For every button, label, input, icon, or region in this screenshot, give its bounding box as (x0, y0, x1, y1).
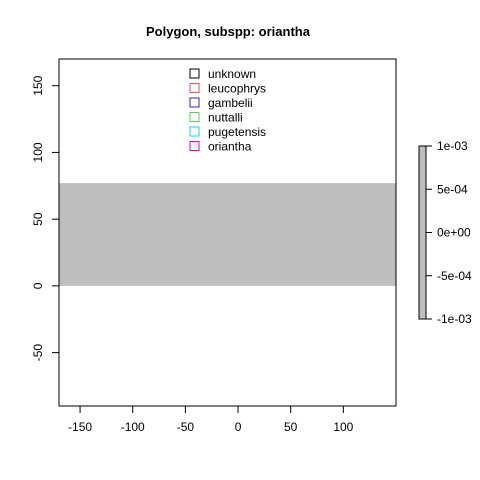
legend-swatch (189, 68, 200, 79)
legend-item-label: nuttalli (208, 111, 243, 125)
x-tick-label: -50 (177, 420, 195, 434)
colorbar-tick-label: 0e+00 (437, 226, 471, 240)
legend-swatch (189, 126, 200, 137)
legend-item-label: pugetensis (208, 125, 266, 139)
axes: -150 -100 -50 0 50 100 -50 0 50 100 150 (31, 58, 397, 434)
legend-item-label: oriantha (208, 140, 252, 154)
legend-item-label: leucophrys (208, 82, 266, 96)
colorbar: 1e-03 5e-04 0e+00 -5e-04 -1e-03 (418, 139, 472, 326)
y-tick-label: 50 (31, 212, 45, 226)
y-tick-label: 100 (31, 142, 45, 162)
legend-item-label: gambelii (208, 96, 253, 110)
plot-area (59, 183, 396, 286)
x-tick-label: -100 (121, 420, 145, 434)
legend-swatch (189, 83, 200, 93)
legend-swatch (189, 112, 200, 122)
legend-item-label: unknown (208, 67, 256, 81)
colorbar-tick-label: 5e-04 (437, 182, 468, 196)
colorbar-fill (418, 145, 427, 320)
y-tick-label: -50 (31, 344, 45, 362)
x-tick-label: 50 (284, 420, 298, 434)
raster-band (59, 183, 396, 286)
x-tick-label: -150 (68, 420, 92, 434)
chart-title: Polygon, subspp: oriantha (146, 24, 311, 39)
colorbar-tick-label: -1e-03 (437, 312, 472, 326)
legend: unknownleucophrysgambeliinuttallipugeten… (189, 67, 266, 154)
x-tick-label: 100 (333, 420, 353, 434)
colorbar-tick-label: -5e-04 (437, 269, 472, 283)
colorbar-tick-label: 1e-03 (437, 139, 468, 153)
legend-swatch (189, 97, 200, 108)
legend-swatch (189, 141, 200, 151)
x-tick-label: 0 (235, 420, 242, 434)
y-tick-label: 0 (31, 282, 45, 289)
y-tick-label: 150 (31, 75, 45, 95)
